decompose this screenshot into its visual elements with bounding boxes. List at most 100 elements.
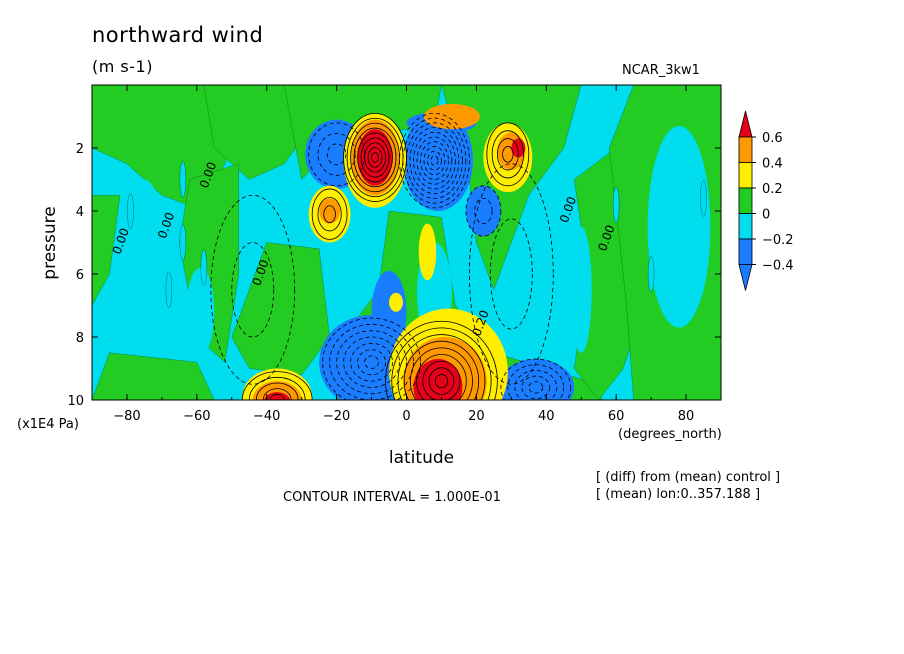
contour-line (521, 375, 551, 400)
contour-line (469, 163, 554, 385)
colorbar-cap-top (738, 110, 753, 138)
contour-line (308, 122, 365, 187)
cyan-streak (700, 180, 707, 217)
contour-line (489, 218, 533, 330)
contour-line (502, 146, 514, 163)
colorbar-label: 0.6 (762, 131, 783, 146)
x-tick-label: 0 (402, 409, 410, 424)
contour-line (434, 374, 449, 389)
contour-line (409, 127, 460, 195)
colorbar-segment (738, 136, 753, 163)
cyan-region (123, 179, 166, 337)
contour-line (406, 122, 463, 199)
contour-line (399, 112, 470, 209)
contour-line (474, 197, 493, 224)
x-axis-label: latitude (389, 448, 454, 468)
blue-region (465, 185, 501, 237)
contour-line (350, 122, 400, 193)
note-diff: [ (diff) from (mean) control ] (596, 470, 781, 485)
contour-line (402, 117, 467, 204)
red-region (357, 129, 393, 186)
contour-line (323, 205, 336, 223)
x-tick-label: 40 (538, 409, 555, 424)
orange-region (423, 103, 480, 130)
contour-line (329, 324, 414, 400)
colorbar-label: −0.2 (762, 233, 794, 248)
contour-line (357, 349, 386, 376)
cyan-region (570, 226, 592, 353)
colorbar-label: 0.2 (762, 182, 783, 197)
y-axis-units: (x1E4 Pa) (17, 417, 79, 432)
cyan-streak (200, 249, 208, 286)
cyan-streak (127, 192, 134, 230)
cyan-region (647, 125, 711, 328)
contour-line (420, 141, 449, 180)
contour-line (317, 132, 356, 176)
colorbar-segment (738, 187, 753, 214)
cyan-streak (179, 224, 187, 261)
yellow-region (418, 223, 437, 281)
colorbar-cap-bottom (738, 264, 753, 291)
blue-region (371, 270, 407, 353)
chart-title: northward wind (92, 23, 264, 47)
contour-line (428, 367, 455, 395)
contour-line (360, 137, 390, 178)
contour-line (416, 354, 467, 400)
contour-line (423, 146, 446, 176)
contour-line (397, 334, 486, 400)
contour-line (336, 330, 407, 395)
y-tick-label: 8 (76, 331, 84, 346)
cyan-streak (612, 186, 620, 223)
contour-line (371, 152, 379, 163)
contour-line (357, 132, 393, 183)
contour-line (317, 196, 342, 232)
contour-line (403, 340, 480, 400)
contour-line (507, 364, 565, 400)
orange-region (319, 198, 341, 224)
contour-line (422, 360, 461, 400)
contour-line (409, 347, 473, 400)
cyan-streak (179, 161, 187, 198)
contour-line (326, 143, 347, 166)
green-region (231, 242, 330, 376)
contour-line (350, 342, 393, 382)
y-tick-label: 4 (76, 205, 84, 220)
x-tick-label: 60 (608, 409, 625, 424)
contour-line (465, 185, 502, 237)
note-mean: [ (mean) lon:0..357.188 ] (596, 487, 761, 502)
contour-interval: CONTOUR INTERVAL = 1.000E-01 (283, 490, 501, 505)
contour-field (92, 85, 721, 400)
dataset-label: NCAR_3kw1 (622, 63, 700, 78)
colorbar-segment (738, 162, 753, 189)
contour-line (391, 327, 492, 400)
colorbar-label: −0.4 (762, 259, 794, 274)
colorbar-segment (738, 238, 753, 265)
green-region (92, 352, 215, 400)
y-tick-label: 6 (76, 268, 84, 283)
contour-line (231, 242, 275, 338)
cyan-region (186, 267, 215, 356)
contour-line (496, 138, 519, 171)
contour-line (413, 131, 456, 190)
colorbar-segment (738, 213, 753, 240)
colorbar-label: 0.4 (762, 157, 783, 172)
x-axis-units: (degrees_north) (618, 427, 722, 442)
contour-line (322, 317, 421, 400)
red-region (413, 359, 463, 400)
y-tick-label: 2 (76, 142, 84, 157)
contour-line (262, 388, 292, 400)
contour-line (343, 336, 400, 388)
contour-line (514, 369, 558, 400)
y-axis-label: pressure (40, 206, 60, 279)
contour-line (500, 358, 572, 400)
yellow-region (389, 292, 404, 312)
x-tick-label: −80 (113, 409, 140, 424)
contour-line (364, 355, 379, 369)
contour-line (491, 130, 524, 179)
x-tick-label: 80 (678, 409, 695, 424)
x-tick-label: 20 (468, 409, 485, 424)
x-tick-label: −40 (253, 409, 280, 424)
cyan-streak (165, 271, 173, 308)
contour-line (486, 122, 530, 187)
